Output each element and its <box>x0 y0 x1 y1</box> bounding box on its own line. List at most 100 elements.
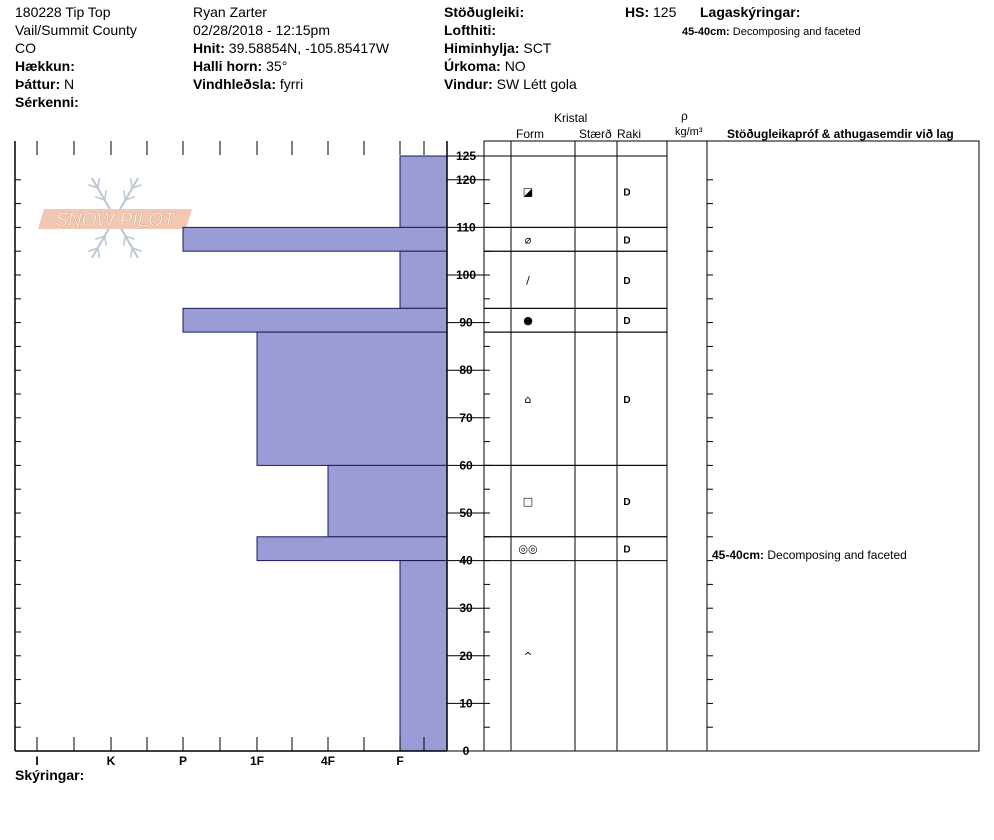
wind-loading-row: Vindhleðsla: fyrri <box>193 76 303 92</box>
crystal-form-symbol: / <box>526 274 530 287</box>
layer-notes-entry: 45-40cm: Decomposing and faceted <box>682 24 861 40</box>
logo-text: SNOW PILOT <box>55 210 176 231</box>
snowflake-branch <box>88 184 99 189</box>
air-temp-label: Lofthiti: <box>444 22 497 38</box>
snowflake-branch <box>122 235 127 246</box>
hardness-bar <box>399 250 448 309</box>
crystal-form-symbol: □ <box>523 495 533 508</box>
hs-label: HS: <box>625 4 650 20</box>
crystal-form-symbol: ⌂ <box>525 393 532 406</box>
snowflake-branch <box>94 235 105 241</box>
layer-comment: 45-40cm: Decomposing and faceted <box>712 548 907 562</box>
hardness-bar <box>256 331 448 466</box>
elevation-label: Hækkun: <box>15 58 75 74</box>
crystal-form-symbol: ● <box>523 314 533 327</box>
hardness-tick-label: I <box>35 754 38 768</box>
crystal-form-symbol: ◎◎ <box>518 543 537 556</box>
hardness-bar <box>327 464 448 538</box>
depth-tick-label: 30 <box>459 601 473 615</box>
depth-tick-label: 90 <box>459 316 473 330</box>
moisture-label: D <box>623 395 630 406</box>
hardness-bar <box>182 226 448 252</box>
depth-tick-label: 110 <box>456 220 476 234</box>
depth-tick-label: 0 <box>463 744 470 758</box>
density-symbol: ρ <box>681 109 688 123</box>
snowflake-branch <box>88 247 99 252</box>
comments-header: Stöðugleikapróf & athugasemdir við lag <box>727 127 954 141</box>
snowflake-branch <box>125 195 136 201</box>
snowflake-branch <box>103 235 108 246</box>
layer-comment-text: Decomposing and faceted <box>767 548 906 562</box>
snowflake-branch <box>97 178 101 189</box>
crystal-form-symbol: ◪ <box>523 186 533 199</box>
hardness-tick-label: P <box>179 754 187 768</box>
slope-value: 35° <box>266 58 288 74</box>
wind-loading-label: Vindhleðsla: <box>193 76 276 92</box>
depth-tick-label: 40 <box>459 554 473 568</box>
precip-label: Úrkoma: <box>444 58 501 74</box>
wind-value: SW Létt gola <box>496 76 577 92</box>
snowflake-branch <box>94 195 105 201</box>
snowflake-branch <box>97 247 101 258</box>
depth-tick-label: 20 <box>459 649 473 663</box>
moisture-header: Raki <box>617 127 642 141</box>
depth-tick-label: 70 <box>459 411 473 425</box>
hs-value: 125 <box>653 4 677 20</box>
moisture-label: D <box>623 316 630 327</box>
logo-band <box>38 209 192 229</box>
wind-label: Vindur: <box>444 76 493 92</box>
stability-label: Stöðugleiki: <box>444 4 525 20</box>
coords-label: Hnit: <box>193 40 225 56</box>
crystal-form-symbol: ⌀ <box>525 233 532 246</box>
depth-tick-label: 10 <box>459 696 473 710</box>
slope-label: Halli horn: <box>193 58 263 74</box>
precip-value: NO <box>504 58 526 74</box>
layer-notes-label: Lagaskýringar: <box>700 4 801 20</box>
hardness-tick-label: F <box>396 754 403 768</box>
depth-tick-label: 100 <box>456 268 476 282</box>
data-columns-frame <box>483 140 980 752</box>
moisture-label: D <box>623 188 630 199</box>
sky-label: Himinhylja: <box>444 40 520 56</box>
crystal-header: Kristal <box>554 111 588 125</box>
hardness-tick-label: 1F <box>250 754 264 768</box>
depth-tick-label: 80 <box>459 363 473 377</box>
snowflake-branch <box>131 247 142 252</box>
state: CO <box>15 40 36 56</box>
datetime: 02/28/2018 - 12:15pm <box>193 22 330 38</box>
observer: Ryan Zarter <box>193 4 267 20</box>
region: Vail/Summit County <box>15 22 137 38</box>
hardness-bar <box>182 307 448 333</box>
sky-row: Himinhylja: SCT <box>444 40 551 56</box>
hardness-bar <box>399 560 448 752</box>
density-unit: kg/m³ <box>675 126 703 138</box>
depth-tick-label: 50 <box>459 506 473 520</box>
snowflake-branch <box>122 190 127 201</box>
wind-row: Vindur: SW Létt gola <box>444 76 577 92</box>
moisture-label: D <box>623 545 630 556</box>
moisture-label: D <box>623 276 630 287</box>
moisture-label: D <box>623 497 630 508</box>
aspect-label: Þáttur: <box>15 76 61 92</box>
layer-notes-depth: 45-40cm: <box>682 26 730 38</box>
snowflake-branch <box>129 178 133 189</box>
aspect-value: N <box>64 76 75 92</box>
snowflake-branch <box>125 235 136 241</box>
form-header: Form <box>516 127 544 141</box>
snowpilot-logo: SNOW PILOT <box>38 177 192 259</box>
wind-loading-value: fyrri <box>279 76 304 92</box>
layer-comment-depth: 45-40cm: <box>712 548 767 562</box>
snowflake-branch <box>103 190 108 201</box>
moisture-label: D <box>623 235 630 246</box>
precip-row: Úrkoma: NO <box>444 58 526 74</box>
aspect-row: Þáttur: N <box>15 76 74 92</box>
crystal-form-symbol: ^ <box>523 650 532 663</box>
size-header: Stærð <box>579 127 612 141</box>
sky-value: SCT <box>523 40 552 56</box>
hardness-tick-label: 4F <box>321 754 335 768</box>
snowflake-branch <box>131 184 142 189</box>
layer-notes-text: Decomposing and faceted <box>732 26 861 38</box>
coords-row: Hnit: 39.58854N, -105.85417W <box>193 40 389 56</box>
depth-tick-label: 125 <box>456 149 476 163</box>
depth-tick-label: 60 <box>459 458 473 472</box>
